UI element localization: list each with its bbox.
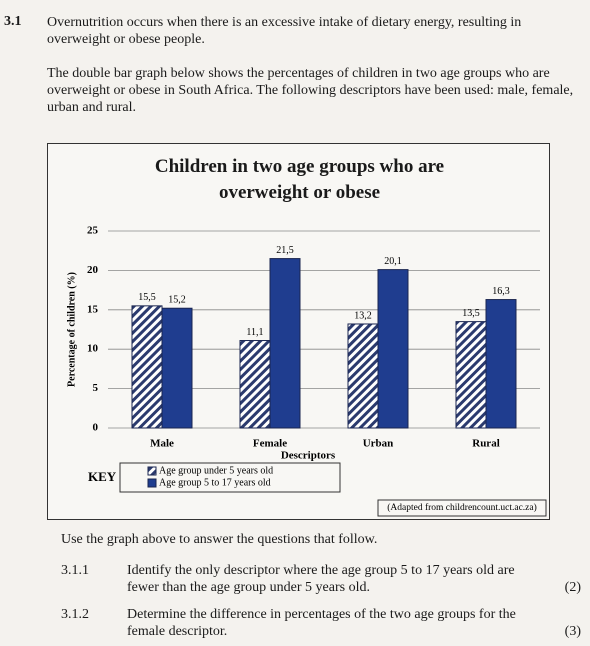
- bar: [131, 305, 163, 429]
- subquestion: 3.1.1 Identify the only descriptor where …: [61, 562, 581, 602]
- value-label: 20,1: [384, 256, 402, 267]
- value-label: 21,5: [276, 245, 294, 256]
- legend-swatch: [147, 478, 157, 488]
- x-tick-label: Male: [150, 438, 174, 450]
- subquestion-text: Determine the difference in percentages …: [127, 607, 516, 639]
- legend-swatch: [147, 466, 157, 476]
- bar: [239, 340, 271, 429]
- y-tick-label: 10: [87, 343, 99, 355]
- key-label: KEY: [88, 469, 117, 484]
- subquestion-text: Identify the only descriptor where the a…: [127, 563, 515, 595]
- chart-title: Children in two age groups who are overw…: [154, 156, 445, 203]
- y-tick-label: 15: [87, 303, 99, 315]
- instruction: Use the graph above to answer the questi…: [61, 532, 378, 547]
- x-tick-label: Rural: [472, 438, 500, 450]
- value-label: 11,1: [246, 327, 263, 338]
- subquestion-number: 3.1.1: [61, 563, 89, 578]
- chart: 0 5 10 15 20 25 Percentage of children (%) Desc…: [66, 225, 547, 517]
- x-axis-label: Descriptors: [281, 450, 336, 462]
- chart-box: 0 5 10 15 20 25 Percentage of children (%) Desc…: [47, 143, 550, 520]
- subquestions: 3.1.1 Identify the only descriptor where …: [61, 562, 581, 646]
- bar: [347, 323, 379, 429]
- subquestion-number: 3.1.2: [61, 607, 89, 622]
- x-tick-label: Urban: [363, 438, 394, 450]
- paragraph: The double bar graph below shows the per…: [47, 66, 574, 115]
- y-tick-label: 25: [87, 225, 99, 237]
- bar: [485, 299, 517, 429]
- source-box: [377, 499, 547, 517]
- bar: [161, 307, 193, 429]
- paragraph: Overnutrition occurs when there is an ex…: [47, 15, 522, 47]
- legend-entry: Age group under 5 years old: [159, 465, 273, 476]
- legend-entry: Age group 5 to 17 years old: [159, 477, 271, 488]
- value-label: 13,5: [462, 308, 480, 319]
- question-number: 3.1: [4, 14, 22, 29]
- subquestion: 3.1.2 Determine the difference in percent…: [61, 606, 581, 646]
- value-label: 15,2: [168, 295, 186, 306]
- intro: Overnutrition occurs when there is an ex…: [47, 14, 577, 116]
- value-label: 13,2: [354, 310, 372, 321]
- y-tick-label: 5: [93, 382, 99, 394]
- y-tick-label: 20: [87, 264, 99, 276]
- bar: [455, 321, 487, 429]
- value-label: 16,3: [492, 286, 510, 297]
- x-tick-label: Female: [253, 438, 287, 450]
- legend-box: [119, 462, 341, 493]
- subquestion-marks: (3): [564, 624, 581, 639]
- bar: [269, 258, 301, 429]
- bar: [377, 269, 409, 429]
- subquestion-marks: (2): [564, 580, 581, 595]
- source: (Adapted from childrencount.uct.ac.za): [387, 502, 537, 513]
- y-axis-label: Percentage of children (%): [66, 272, 77, 387]
- value-label: 15,5: [138, 292, 156, 303]
- y-tick-label: 0: [93, 422, 99, 434]
